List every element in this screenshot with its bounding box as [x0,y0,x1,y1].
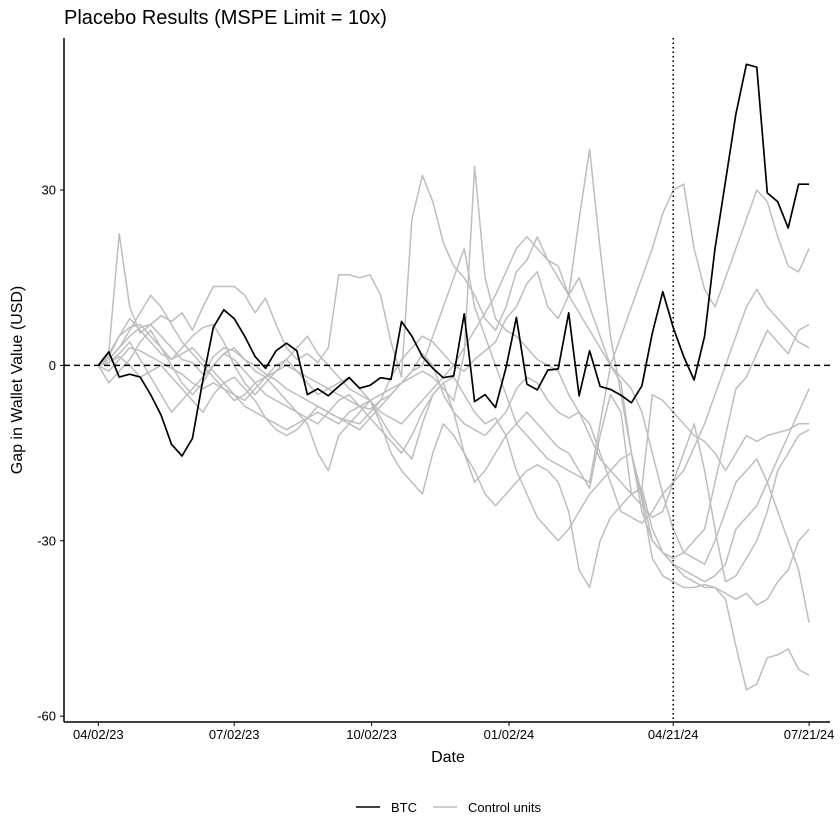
chart-title: Placebo Results (MSPE Limit = 10x) [64,7,387,29]
y-tick-label: -30 [37,533,56,548]
series-line-control-6 [97,183,810,484]
series-line-control-5 [97,323,810,495]
y-axis-ticks: 30 0 -30 -60 [37,183,64,724]
legend-label-btc: BTC [391,800,417,815]
x-axis-title: Date [431,749,465,766]
y-tick-label: -60 [37,709,56,724]
y-axis-title: Gap in Wallet Value (USD) [9,286,26,475]
series-line-control-1 [97,174,810,606]
y-tick-label: 30 [42,183,56,198]
y-tick-label: 0 [49,358,56,373]
x-tick-label: 10/02/23 [346,727,397,742]
x-tick-label: 01/02/24 [484,727,535,742]
legend: BTC Control units [356,800,541,815]
series-layer [97,63,810,691]
x-tick-label: 04/02/23 [73,727,124,742]
series-line-control-9 [97,236,810,623]
series-line-control-8 [98,341,810,583]
x-tick-label: 07/02/23 [209,727,260,742]
x-axis-ticks: 04/02/23 07/02/23 10/02/23 01/02/24 04/21/24… [73,722,834,742]
legend-label-control-units: Control units [468,800,541,815]
series-line-control-7 [97,165,810,524]
x-tick-label: 07/21/24 [784,727,835,742]
series-line-control-2 [97,148,810,691]
x-tick-label: 04/21/24 [648,727,699,742]
series-line-btc [97,63,810,457]
